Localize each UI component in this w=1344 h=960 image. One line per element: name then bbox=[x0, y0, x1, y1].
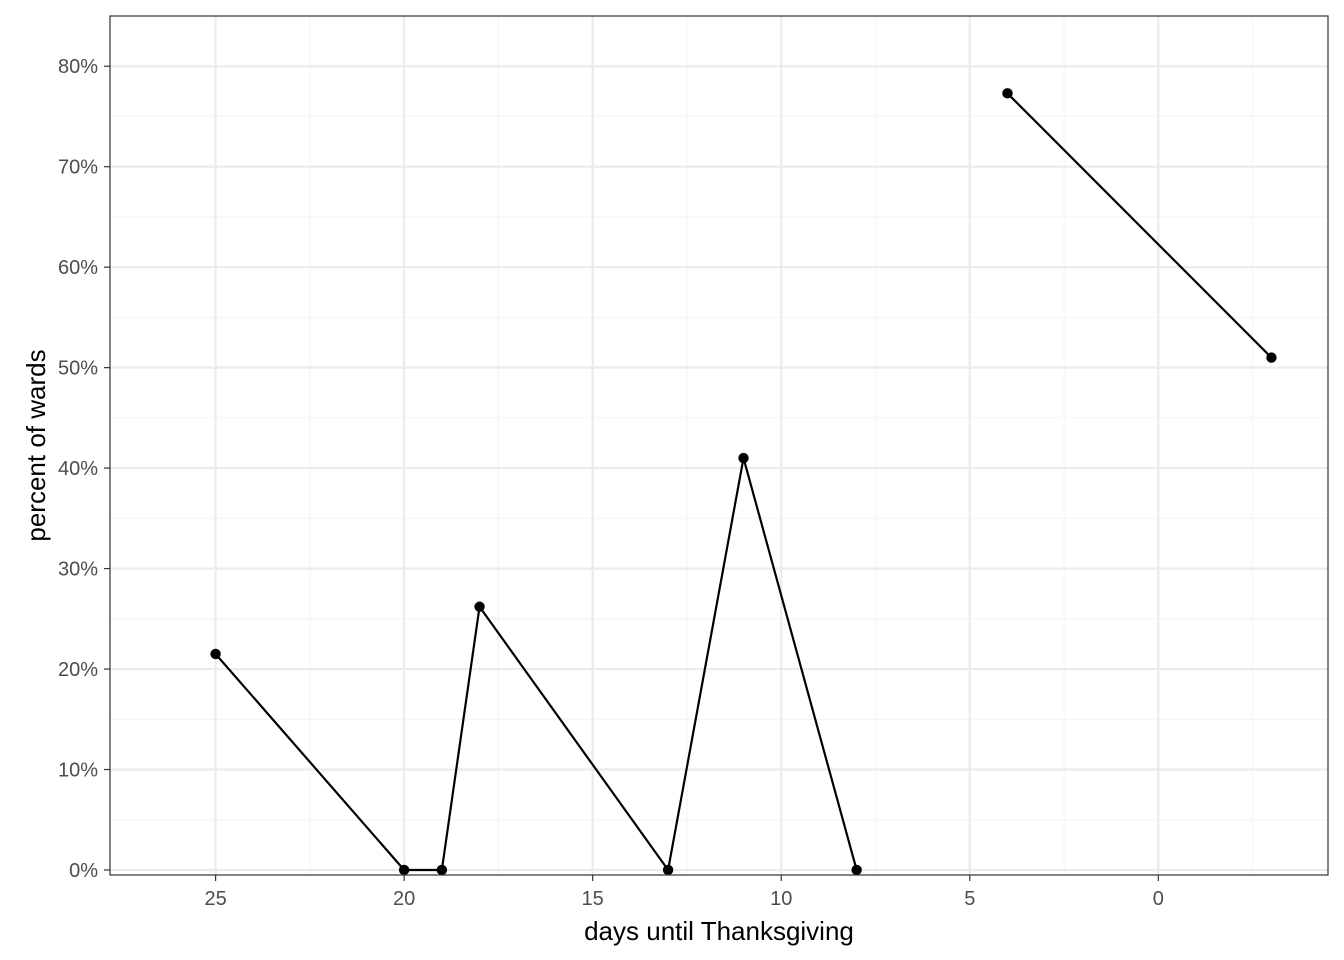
y-tick-label: 20% bbox=[58, 659, 98, 681]
y-tick-label: 30% bbox=[58, 559, 98, 581]
panel-border bbox=[109, 15, 1329, 876]
data-point bbox=[210, 648, 221, 660]
minor-gridlines bbox=[110, 16, 1328, 875]
y-tick-label: 10% bbox=[58, 760, 98, 782]
y-axis-title: percent of wards bbox=[21, 349, 51, 541]
y-tick-label: 50% bbox=[58, 358, 98, 380]
data-point bbox=[436, 864, 448, 876]
x-tick-label: 15 bbox=[582, 888, 604, 910]
x-tick-label: 20 bbox=[393, 888, 415, 910]
x-tick-label: 0 bbox=[1153, 888, 1164, 910]
axis-ticks bbox=[104, 65, 1159, 881]
data-point bbox=[738, 452, 749, 464]
x-tick-label: 10 bbox=[770, 888, 792, 910]
x-axis-tick-labels: 25 20 15 10 5 0 bbox=[204, 888, 1163, 910]
data-point bbox=[1002, 88, 1013, 99]
x-tick-label: 5 bbox=[964, 888, 975, 910]
data-point bbox=[474, 601, 485, 612]
series-layer bbox=[210, 88, 1277, 876]
y-tick-label: 60% bbox=[58, 257, 98, 279]
x-tick-label: 25 bbox=[204, 888, 226, 910]
major-gridlines bbox=[110, 16, 1328, 875]
data-point bbox=[1266, 352, 1277, 363]
data-point bbox=[662, 864, 674, 876]
y-tick-label: 80% bbox=[58, 56, 98, 78]
y-tick-label: 0% bbox=[69, 860, 98, 882]
data-point bbox=[851, 864, 862, 876]
y-axis-tick-labels: 0% 10% 20% 30% 40% 50% 60% 70% 80% bbox=[58, 56, 98, 882]
series-line-segment bbox=[1006, 92, 1273, 359]
data-point bbox=[398, 864, 410, 876]
y-tick-label: 40% bbox=[58, 458, 98, 480]
y-tick-label: 70% bbox=[58, 157, 98, 179]
x-axis-title: days until Thanksgiving bbox=[584, 916, 854, 946]
